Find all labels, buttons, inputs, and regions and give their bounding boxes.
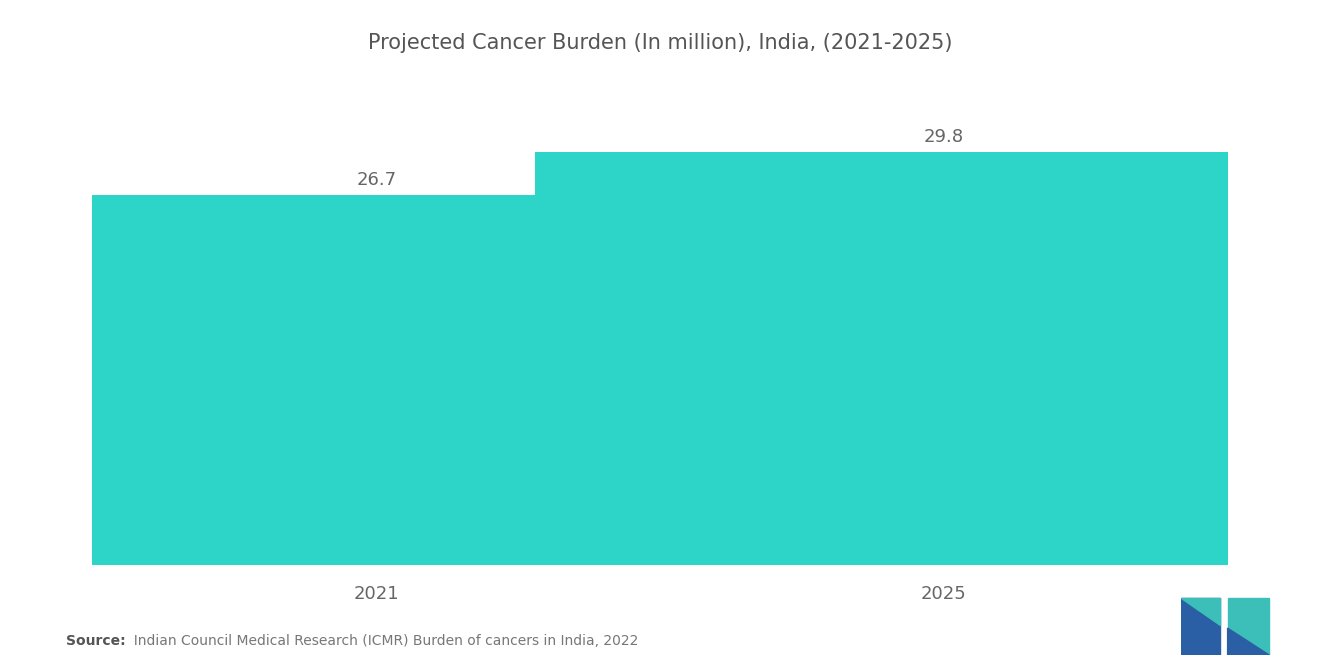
- Text: 29.8: 29.8: [924, 128, 964, 146]
- Bar: [535, 152, 1320, 565]
- Polygon shape: [1181, 598, 1220, 625]
- Polygon shape: [1228, 598, 1270, 655]
- Bar: [0, 195, 785, 565]
- Polygon shape: [1228, 628, 1270, 655]
- Title: Projected Cancer Burden (In million), India, (2021-2025): Projected Cancer Burden (In million), In…: [368, 33, 952, 53]
- Polygon shape: [1181, 598, 1220, 655]
- Text: 26.7: 26.7: [356, 172, 396, 190]
- Text: Indian Council Medical Research (ICMR) Burden of cancers in India, 2022: Indian Council Medical Research (ICMR) B…: [125, 634, 639, 648]
- Text: Source:: Source:: [66, 634, 125, 648]
